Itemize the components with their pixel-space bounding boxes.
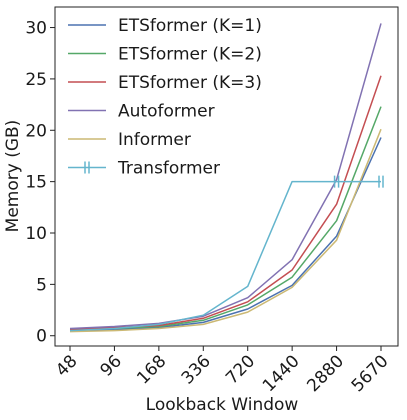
y-tick-label: 25 [25, 70, 47, 90]
legend-label: ETSformer (K=3) [118, 73, 262, 93]
y-tick-label: 5 [36, 275, 47, 295]
series-line-autoformer [69, 23, 382, 330]
y-axis-label: Memory (GB) [3, 120, 23, 233]
series-line-etsformer-k-2 [69, 106, 382, 331]
x-tick-label: 720 [222, 351, 259, 388]
legend-label: Informer [118, 130, 191, 150]
x-tick-label: 2880 [303, 351, 348, 396]
legend-label: Autoformer [118, 102, 215, 122]
x-tick-label: 1440 [259, 351, 304, 396]
x-tick-label: 5670 [348, 351, 393, 396]
y-tick-label: 15 [25, 173, 47, 193]
legend: ETSformer (K=1) ETSformer (K=2) ETSformer … [68, 16, 262, 179]
x-tick-label: 96 [97, 351, 126, 380]
y-tick-label: 20 [25, 121, 47, 141]
y-tick-label: 10 [25, 224, 47, 244]
legend-label: ETSformer (K=2) [118, 45, 262, 65]
legend-label: Transformer [117, 159, 220, 179]
series-line-etsformer-k-1 [69, 137, 382, 332]
plot-area-border [54, 6, 399, 347]
x-tick-label: 168 [133, 351, 170, 388]
x-tick-label: 336 [178, 351, 215, 388]
x-axis-label: Lookback Window [146, 395, 299, 415]
series-line-informer [69, 128, 382, 333]
y-tick-label: 0 [36, 327, 47, 347]
y-axis: 0 5 10 15 20 25 30 [25, 19, 55, 347]
y-tick-label: 30 [25, 19, 47, 39]
legend-label: ETSformer (K=1) [118, 16, 262, 36]
x-tick-label: 48 [52, 351, 81, 380]
x-axis: 48 96 168 336 720 1440 2880 5670 [52, 346, 393, 396]
series-line-etsformer-k-3 [69, 75, 382, 331]
plot-frame [54, 6, 399, 347]
series-layer [69, 23, 384, 333]
series-line-transformer [69, 180, 381, 332]
